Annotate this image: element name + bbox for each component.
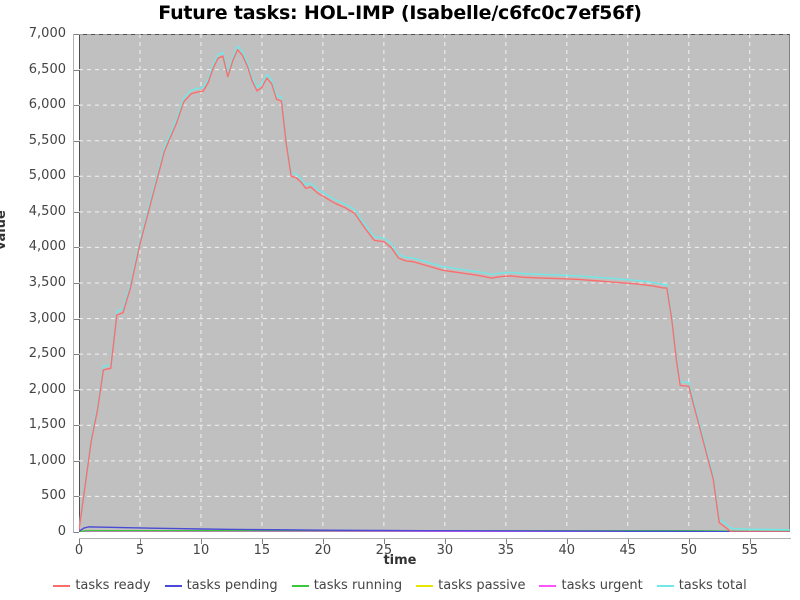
legend-item[interactable]: tasks total — [656, 578, 747, 593]
y-tick-label: 4,000 — [28, 239, 66, 255]
y-tick-label: 3,500 — [28, 275, 66, 290]
x-tick-mark — [566, 539, 568, 544]
x-axis-title: time — [383, 553, 417, 568]
x-tick-label: 45 — [619, 543, 637, 558]
y-tick-mark — [74, 140, 79, 142]
y-tick-label: 6,000 — [28, 97, 66, 113]
x-tick-label: 35 — [497, 543, 515, 558]
y-tick-mark — [74, 105, 79, 107]
x-tick-label: 30 — [436, 543, 454, 558]
y-tick-label: 5,500 — [28, 132, 66, 148]
y-tick-label: 5,000 — [28, 168, 66, 184]
legend-color-swatch — [291, 584, 309, 587]
legend-label: tasks pending — [186, 578, 278, 593]
x-tick-mark — [444, 539, 446, 544]
legend-item[interactable]: tasks passive — [416, 578, 525, 593]
x-tick-label: 0 — [74, 543, 84, 558]
legend-color-swatch — [656, 584, 674, 587]
y-tick-mark — [74, 176, 79, 178]
x-tick-label: 5 — [135, 543, 145, 558]
chart-legend: tasks ready tasks pending tasks running tas… — [0, 578, 800, 593]
series-line-tasks-pending — [79, 526, 790, 532]
y-tick-mark — [74, 354, 79, 356]
series-line-tasks-total — [79, 45, 790, 531]
x-tick-label: 50 — [680, 543, 698, 558]
y-axis-line — [73, 34, 74, 533]
y-tick-mark — [74, 247, 79, 249]
legend-label: tasks ready — [75, 578, 151, 593]
x-tick-mark — [322, 539, 324, 544]
y-tick-label: 1,500 — [28, 417, 66, 433]
legend-item[interactable]: tasks ready — [53, 578, 151, 593]
x-tick-label: 55 — [741, 543, 759, 558]
legend-color-swatch — [53, 584, 71, 587]
legend-item[interactable]: tasks urgent — [539, 578, 643, 593]
y-tick-mark — [74, 496, 79, 498]
chart-title: Future tasks: HOL-IMP (Isabelle/c6fc0c7e… — [158, 2, 642, 24]
y-tick-mark — [74, 389, 79, 391]
legend-color-swatch — [416, 584, 434, 587]
legend-label: tasks total — [678, 578, 747, 593]
x-tick-mark — [139, 539, 141, 544]
y-tick-label: 0 — [57, 524, 66, 539]
y-tick-label: 6,500 — [28, 61, 66, 77]
y-tick-label: 1,000 — [28, 452, 66, 468]
x-axis-line — [79, 538, 791, 539]
x-tick-label: 15 — [253, 543, 271, 558]
x-tick-mark — [261, 539, 263, 544]
y-tick-mark — [74, 211, 79, 213]
x-tick-label: 40 — [558, 543, 576, 558]
y-tick-mark — [74, 460, 79, 462]
x-tick-mark — [200, 539, 202, 544]
plot-lines — [79, 34, 790, 532]
y-tick-mark — [74, 283, 79, 284]
y-tick-label: 7,000 — [28, 26, 66, 41]
y-tick-mark — [74, 318, 79, 320]
series-line-tasks-ready — [79, 48, 790, 532]
x-tick-mark — [383, 539, 385, 544]
y-tick-mark — [74, 69, 79, 71]
x-tick-label: 20 — [314, 543, 332, 558]
plot-area — [79, 34, 790, 532]
legend-item[interactable]: tasks running — [291, 578, 403, 593]
legend-label: tasks running — [313, 578, 403, 593]
y-tick-label: 500 — [41, 488, 66, 504]
y-tick-mark — [74, 34, 79, 35]
y-tick-label: 2,500 — [28, 346, 66, 362]
x-tick-mark — [688, 539, 690, 544]
legend-label: tasks urgent — [561, 578, 643, 593]
y-tick-mark — [74, 425, 79, 427]
legend-label: tasks passive — [438, 578, 526, 593]
legend-color-swatch — [164, 584, 182, 587]
y-axis-title: value — [0, 210, 9, 250]
y-tick-mark — [74, 532, 79, 533]
x-tick-mark — [627, 539, 629, 544]
legend-item[interactable]: tasks pending — [164, 578, 278, 593]
x-tick-mark — [79, 539, 80, 544]
legend-color-swatch — [539, 584, 557, 587]
x-tick-label: 25 — [375, 543, 393, 558]
y-tick-label: 4,500 — [28, 203, 66, 219]
y-tick-label: 2,000 — [28, 381, 66, 397]
y-tick-label: 3,000 — [28, 310, 66, 326]
x-tick-label: 10 — [192, 543, 210, 558]
x-tick-mark — [749, 539, 751, 544]
x-tick-mark — [505, 539, 507, 544]
